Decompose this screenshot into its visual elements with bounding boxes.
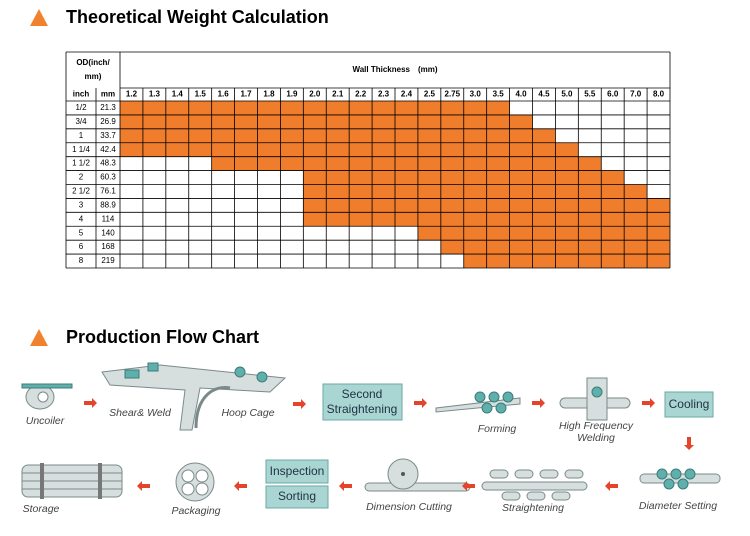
- od-inch: 5: [79, 228, 84, 237]
- od-inch: 1 1/2: [72, 159, 90, 168]
- thickness: 1.8: [263, 90, 275, 99]
- thickness: 6.0: [607, 90, 619, 99]
- thickness: 5.0: [561, 90, 573, 99]
- step-label: Welding: [577, 432, 615, 444]
- filled-cells: [303, 184, 648, 199]
- step-label: High Frequency: [559, 420, 634, 432]
- od-mm: 168: [101, 242, 115, 251]
- od-inch: 3/4: [75, 117, 87, 126]
- od-inch: 6: [79, 242, 84, 251]
- thickness: 4.0: [515, 90, 527, 99]
- od-mm: 114: [102, 214, 115, 223]
- filled-cells: [120, 128, 556, 143]
- filled-cells: [463, 254, 670, 268]
- step-label: Second: [342, 387, 383, 401]
- od-mm: 42.4: [100, 145, 116, 154]
- step-label: Cooling: [669, 397, 710, 411]
- weight-table: OD(inch/mm) Wall Thickness (mm) inch mm 1.2 1…: [65, 51, 671, 269]
- thickness: 4.5: [538, 90, 550, 99]
- step-box: [664, 391, 714, 418]
- od-mm: 140: [101, 228, 115, 237]
- step-box: [265, 485, 329, 509]
- section-marker: [30, 329, 48, 346]
- step-label: Packaging: [171, 505, 220, 517]
- od-inch: 2 1/2: [72, 187, 90, 196]
- thickness: 7.0: [630, 90, 642, 99]
- step-label: Dimension Cutting: [366, 501, 452, 513]
- thickness: 5.5: [584, 90, 596, 99]
- od-mm: 88.9: [100, 200, 116, 209]
- thickness: 8.0: [653, 90, 665, 99]
- step-label: Straightening: [327, 402, 398, 416]
- od-mm: 76.1: [100, 187, 116, 196]
- thickness: 2.5: [424, 90, 436, 99]
- od-inch: 2: [79, 173, 84, 182]
- filled-cells: [211, 156, 602, 171]
- od-mm: 26.9: [100, 117, 116, 126]
- thickness: 1.5: [195, 90, 207, 99]
- od-mm: 21.3: [100, 103, 116, 112]
- flow-arrows: [84, 398, 694, 491]
- od-inch: 4: [79, 214, 84, 223]
- step-label: Inspection: [270, 464, 325, 478]
- step-label: Uncoiler: [26, 415, 65, 427]
- header-mm: mm: [101, 90, 115, 99]
- thickness: 2.1: [332, 90, 344, 99]
- step-box: [265, 459, 329, 484]
- step-label: Straightening: [502, 502, 564, 514]
- od-inch: 3: [79, 200, 84, 209]
- od-mm: 48.3: [100, 159, 116, 168]
- thickness: 3.5: [493, 90, 505, 99]
- od-inch: 1: [79, 131, 84, 140]
- thickness: 2.75: [445, 90, 461, 99]
- flow-title: Production Flow Chart: [66, 327, 259, 347]
- thickness: 1.6: [218, 90, 230, 99]
- thickness: 3.0: [470, 90, 482, 99]
- od-inch: 1 1/4: [72, 145, 90, 154]
- od-mm: 60.3: [100, 173, 116, 182]
- thickness: 2.3: [378, 90, 390, 99]
- thickness: 2.2: [355, 90, 367, 99]
- thickness: 1.4: [172, 90, 184, 99]
- thickness: 1.3: [149, 90, 161, 99]
- thickness: 1.9: [286, 90, 298, 99]
- thickness: 1.7: [240, 90, 252, 99]
- step-box: [322, 383, 403, 421]
- step-label: Shear& Weld: [109, 407, 172, 419]
- header-inch: inch: [73, 90, 90, 99]
- step-label: Storage: [23, 503, 60, 515]
- header-od: OD(inch/: [76, 58, 110, 67]
- od-inch: 1/2: [75, 103, 87, 112]
- flow-icons: [21, 362, 721, 502]
- step-label: Forming: [478, 423, 517, 435]
- thickness: 2.0: [309, 90, 321, 99]
- thickness: 2.4: [401, 90, 413, 99]
- section-marker: [30, 9, 48, 26]
- od-mm: 33.7: [100, 131, 116, 140]
- step-label: Hoop Cage: [221, 407, 274, 419]
- step-label: Sorting: [278, 489, 316, 503]
- header-wall: Wall Thickness (mm): [352, 65, 437, 74]
- step-label: Diameter Setting: [639, 500, 717, 512]
- header-od: mm): [85, 72, 102, 81]
- filled-cells: [120, 101, 510, 115]
- table-title: Theoretical Weight Calculation: [66, 7, 329, 27]
- od-mm: 219: [101, 256, 115, 265]
- od-inch: 8: [79, 256, 84, 265]
- filled-cells: [417, 226, 670, 241]
- thickness: 1.2: [126, 90, 138, 99]
